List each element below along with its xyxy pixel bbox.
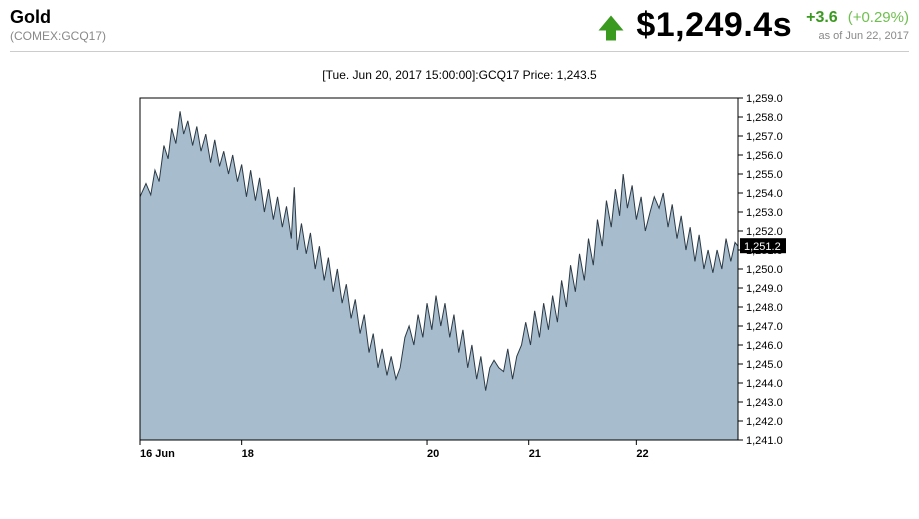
as-of-date: as of Jun 22, 2017 bbox=[818, 30, 909, 42]
svg-text:1,259.0: 1,259.0 bbox=[746, 93, 783, 105]
svg-text:21: 21 bbox=[528, 448, 540, 460]
svg-text:1,257.0: 1,257.0 bbox=[746, 131, 783, 143]
last-price: $1,249.4s bbox=[636, 6, 792, 45]
quote-header: Gold (COMEX:GCQ17) $1,249.4s +3.6 (+0.29… bbox=[10, 6, 909, 52]
svg-text:1,258.0: 1,258.0 bbox=[746, 112, 783, 124]
change-block: +3.6 (+0.29%) as of Jun 22, 2017 bbox=[806, 9, 909, 42]
svg-text:1,245.0: 1,245.0 bbox=[746, 359, 783, 371]
svg-text:1,251.2: 1,251.2 bbox=[744, 241, 781, 253]
svg-text:1,242.0: 1,242.0 bbox=[746, 416, 783, 428]
svg-text:1,244.0: 1,244.0 bbox=[746, 378, 783, 390]
svg-text:1,249.0: 1,249.0 bbox=[746, 283, 783, 295]
svg-text:1,256.0: 1,256.0 bbox=[746, 150, 783, 162]
price-change: +3.6 bbox=[806, 9, 838, 27]
svg-text:1,253.0: 1,253.0 bbox=[746, 207, 783, 219]
instrument-subtitle: (COMEX:GCQ17) bbox=[10, 29, 106, 43]
svg-text:1,246.0: 1,246.0 bbox=[746, 340, 783, 352]
svg-text:1,254.0: 1,254.0 bbox=[746, 188, 783, 200]
svg-text:22: 22 bbox=[636, 448, 648, 460]
svg-text:18: 18 bbox=[241, 448, 253, 460]
svg-text:20: 20 bbox=[427, 448, 439, 460]
price-chart[interactable]: 1,241.0 1,242.0 1,243.0 1,244.0 1,245.0 1,246… bbox=[130, 88, 790, 468]
svg-text:1,241.0: 1,241.0 bbox=[746, 435, 783, 447]
svg-text:1,255.0: 1,255.0 bbox=[746, 169, 783, 181]
price-block: $1,249.4s +3.6 (+0.29%) as of Jun 22, 20… bbox=[596, 6, 909, 45]
svg-text:1,243.0: 1,243.0 bbox=[746, 397, 783, 409]
chart-svg: 1,241.0 1,242.0 1,243.0 1,244.0 1,245.0 1,246… bbox=[130, 88, 790, 468]
instrument-title: Gold bbox=[10, 8, 106, 28]
title-block: Gold (COMEX:GCQ17) bbox=[10, 6, 106, 43]
svg-text:1,247.0: 1,247.0 bbox=[746, 321, 783, 333]
svg-text:1,252.0: 1,252.0 bbox=[746, 226, 783, 238]
svg-text:1,248.0: 1,248.0 bbox=[746, 302, 783, 314]
up-arrow-icon bbox=[596, 13, 622, 39]
price-change-pct: (+0.29%) bbox=[848, 9, 909, 26]
svg-text:16 Jun: 16 Jun bbox=[140, 448, 175, 460]
chart-tooltip: [Tue. Jun 20, 2017 15:00:00]:GCQ17 Price… bbox=[10, 68, 909, 82]
arrow-path bbox=[599, 15, 624, 40]
svg-text:1,250.0: 1,250.0 bbox=[746, 264, 783, 276]
